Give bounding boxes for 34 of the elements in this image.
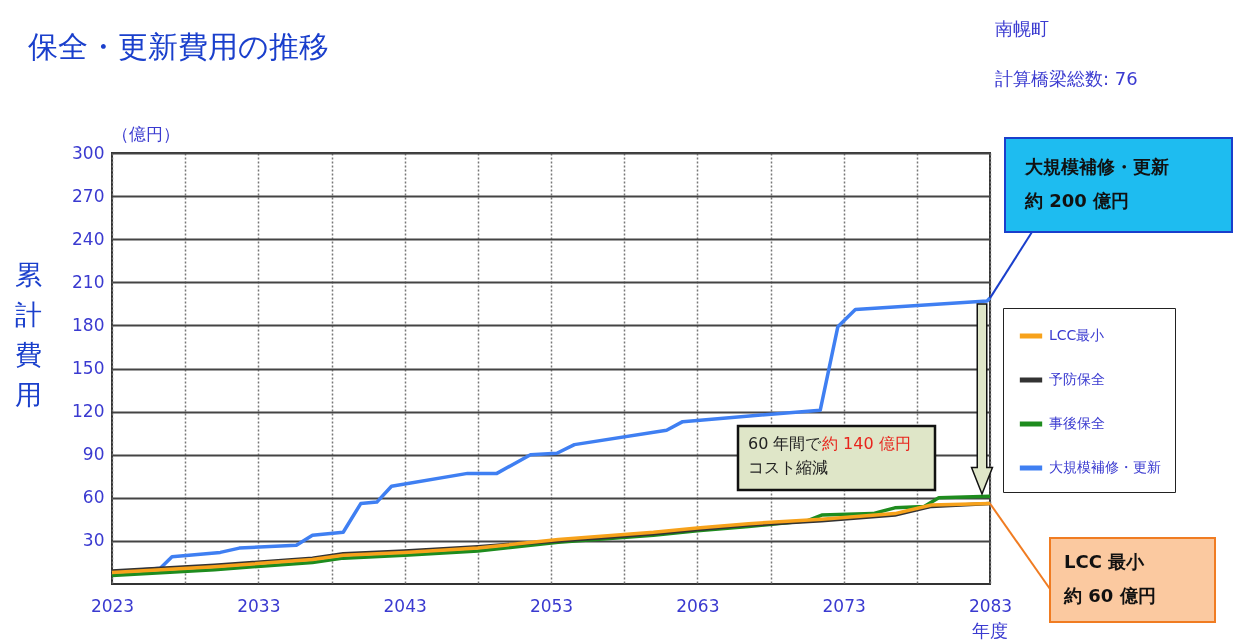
y-tick-label: 270 <box>72 185 105 206</box>
x-tick-label: 2063 <box>676 595 720 616</box>
annotation: 60 年間で <box>748 434 823 453</box>
text: 南幌町 <box>995 18 1049 39</box>
legend-label: 予防保全 <box>1049 371 1105 387</box>
legend-label: LCC最小 <box>1049 327 1105 343</box>
y-tick-label: 300 <box>72 142 105 163</box>
chart-title: 保全・更新費用の推移 <box>28 29 329 64</box>
x-tick-label: 2023 <box>90 595 135 616</box>
annotation: コスト縮減 <box>748 458 828 477</box>
y-tick-label: 30 <box>82 530 105 551</box>
y-tick-label: 150 <box>72 358 105 378</box>
x-axis-title: 年度 <box>972 620 1008 641</box>
text: 計算橋梁総数: 76 <box>995 68 1138 89</box>
text: （億円） <box>112 124 180 144</box>
text: LCC 最小 <box>1064 551 1146 572</box>
y-tick-label: 180 <box>72 314 105 335</box>
legend-label: 大規模補修・更新 <box>1049 459 1161 475</box>
annotation: 約 140 億円 <box>822 434 911 453</box>
y-tick-label: 90 <box>82 444 105 465</box>
x-tick-label: 2073 <box>822 595 866 616</box>
y-tick-label: 60 <box>82 487 105 508</box>
y-tick-label: 240 <box>72 228 105 249</box>
annotation: 約 60 億円 <box>1063 585 1156 606</box>
y-axis-title: 累計費用 <box>14 259 42 410</box>
annotation: 約 200 億円 <box>1024 190 1130 211</box>
x-tick-label: 2053 <box>529 595 574 616</box>
y-tick-label: 210 <box>72 271 105 292</box>
x-tick-label: 2043 <box>383 595 427 616</box>
legend-label: 事後保全 <box>1049 415 1105 431</box>
x-tick-label: 2083 <box>968 595 1013 616</box>
text: 大規模補修・更新 <box>1024 156 1169 177</box>
y-tick-label: 120 <box>72 401 105 422</box>
x-tick-label: 2033 <box>237 595 281 616</box>
